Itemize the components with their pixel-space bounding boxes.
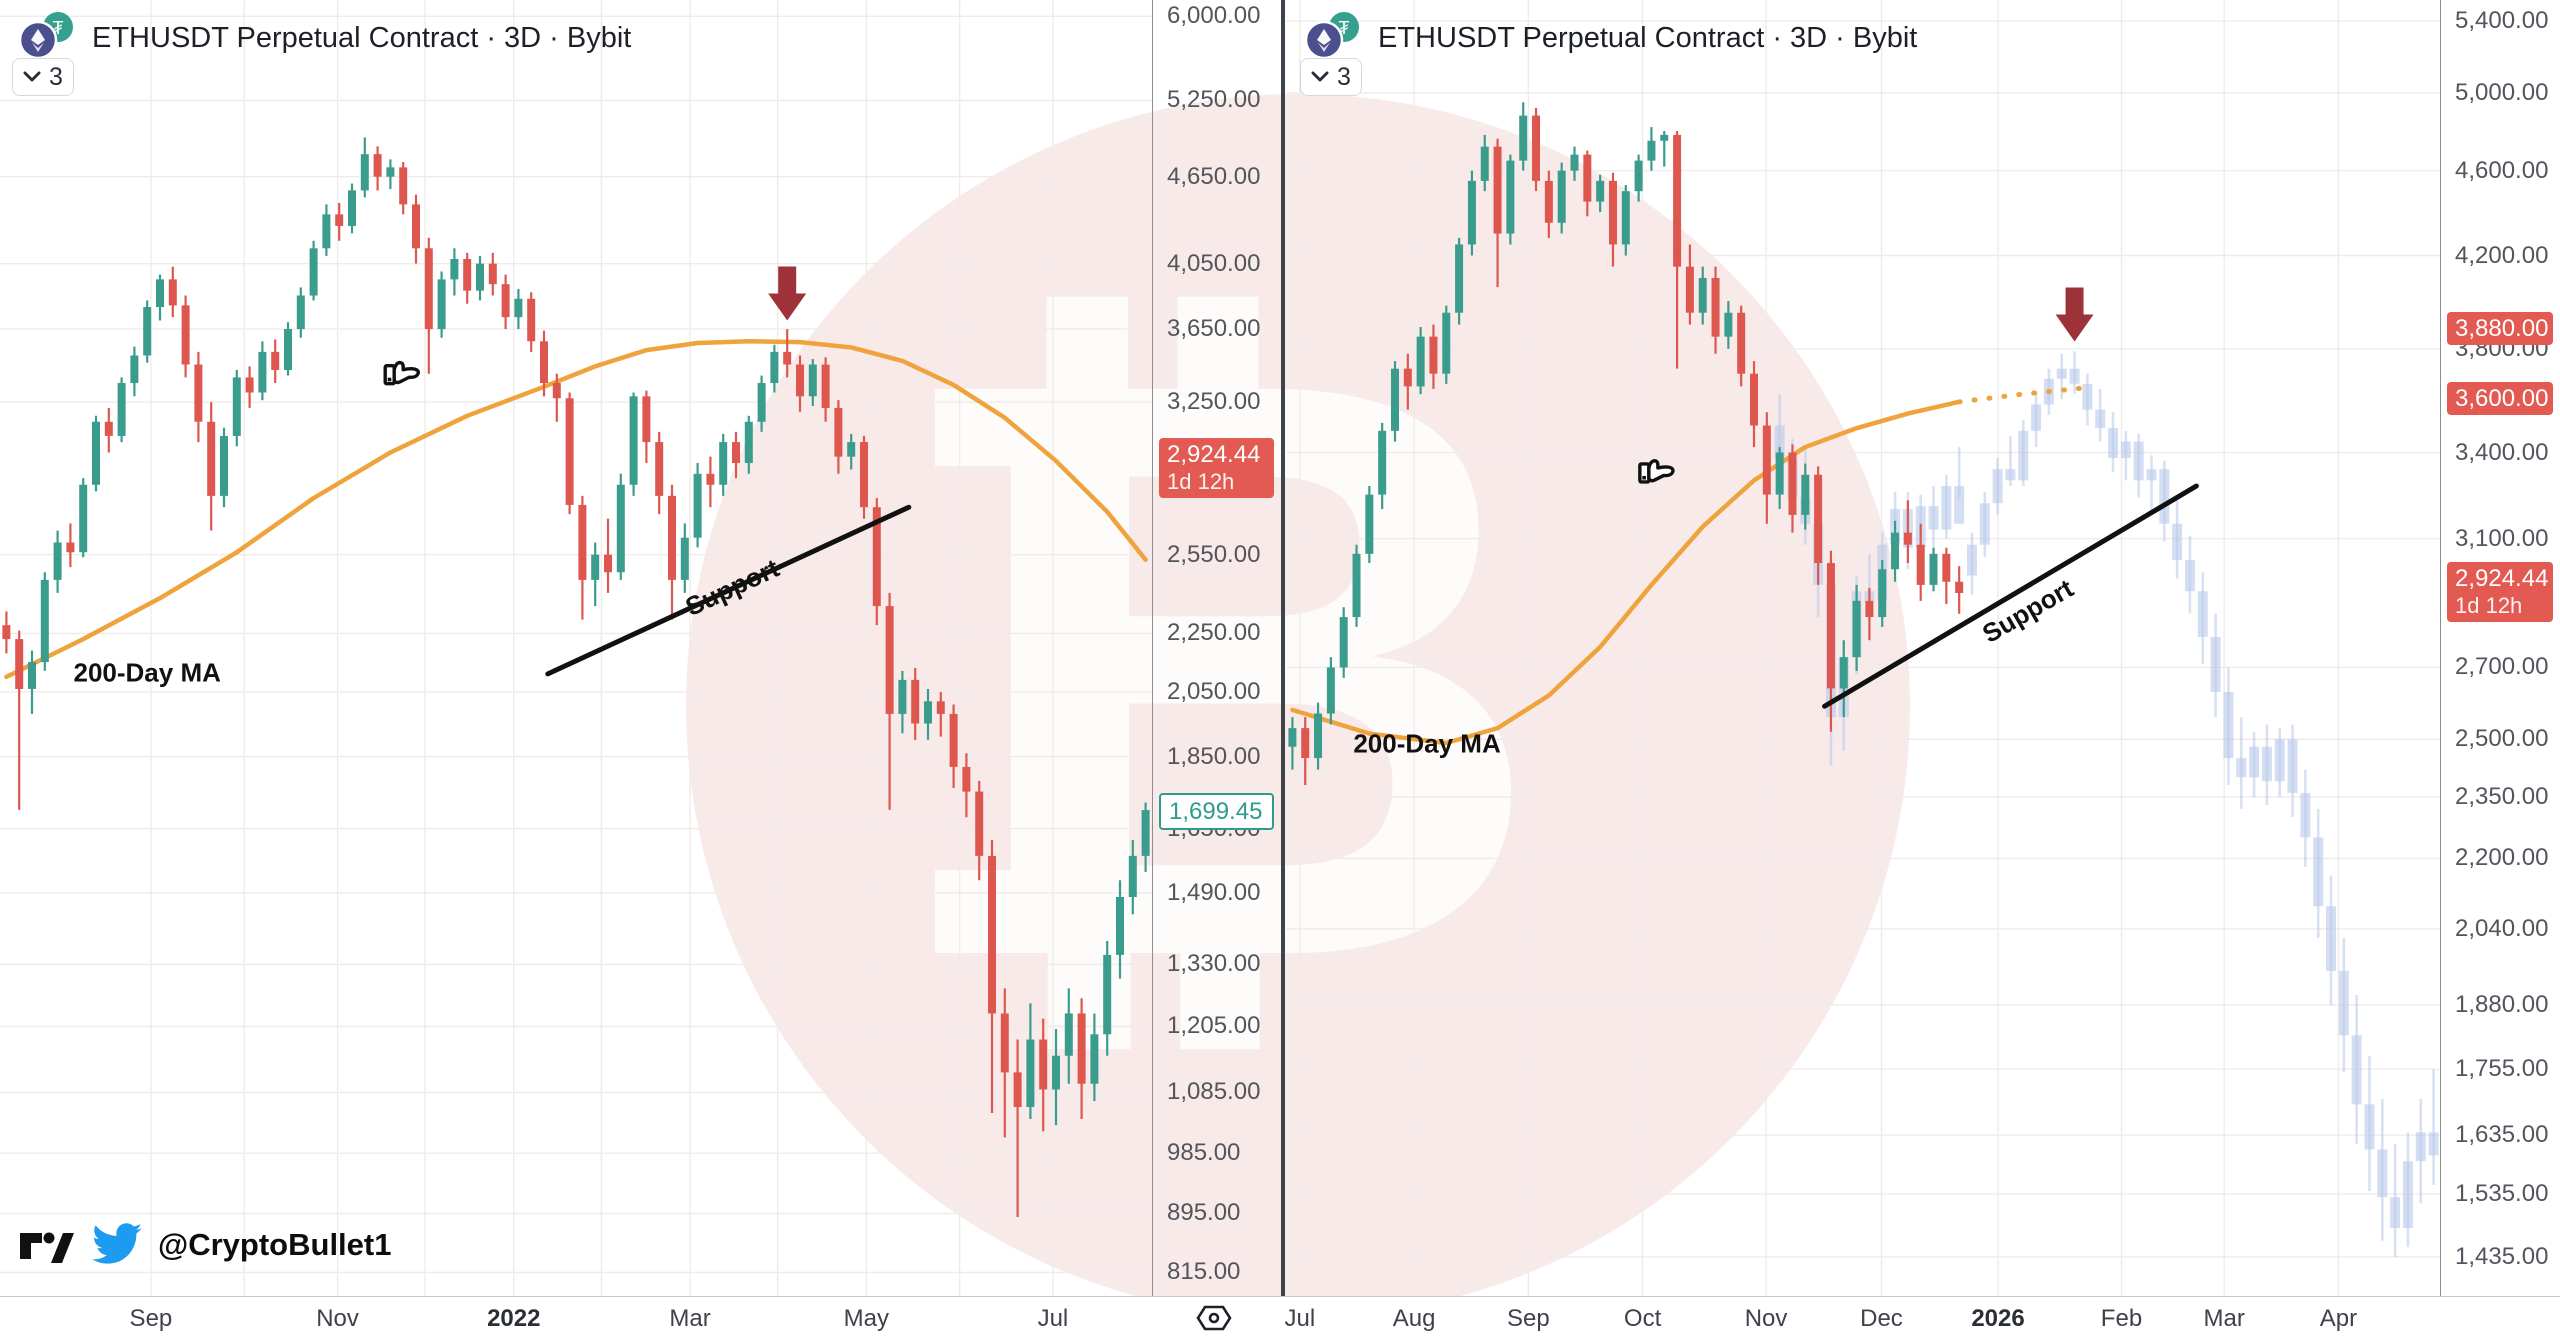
time-tick-label: Jul — [1284, 1305, 1316, 1332]
support-label: Support — [681, 553, 784, 622]
time-tick-label: Sep — [1506, 1305, 1550, 1332]
price-tick-label: 5,000.00 — [2455, 78, 2549, 106]
price-tick-label: 895.00 — [1167, 1199, 1241, 1227]
price-tick-label: 1,880.00 — [2455, 990, 2549, 1018]
svg-text:₮: ₮ — [1339, 18, 1350, 38]
time-tick-label: 2026 — [1971, 1305, 2025, 1332]
price-tick-label: 2,200.00 — [2455, 844, 2549, 872]
left-object-tree-button[interactable]: 3 — [12, 58, 74, 96]
time-tick-label: Dec — [1860, 1305, 1903, 1332]
price-tick-label: 5,250.00 — [1167, 86, 1261, 114]
price-tick-label: 2,700.00 — [2455, 653, 2549, 681]
time-tick-label: Sep — [129, 1305, 173, 1332]
credit-row: @CryptoBullet1 — [18, 1222, 391, 1268]
price-tick-label: 2,050.00 — [1167, 678, 1261, 706]
price-tick-label: 1,490.00 — [1167, 878, 1261, 906]
last-price-badge: 1,699.45 — [1159, 792, 1274, 830]
thumb-icon — [383, 360, 420, 386]
price-tick-label: 1,635.00 — [2455, 1121, 2549, 1149]
price-tick-label: 2,250.00 — [1167, 619, 1261, 647]
left-chart-pane[interactable]: 200-Day MA Support — [0, 0, 1152, 1296]
twitter-bird-icon — [92, 1223, 142, 1264]
time-tick-label: Apr — [2319, 1305, 2358, 1332]
price-tick-label: 4,650.00 — [1167, 162, 1261, 190]
left-price-axis[interactable]: 6,000.00 5,250.00 4,650.00 4,050.00 3,650.00… — [1152, 0, 1282, 1339]
price-tick-label: 2,550.00 — [1167, 540, 1261, 568]
price-tick-label: 6,000.00 — [1167, 2, 1261, 30]
eye-icon[interactable] — [1196, 1303, 1232, 1338]
chart-divider[interactable] — [1281, 0, 1285, 1339]
ma-label: 200-Day MA — [73, 657, 221, 687]
price-tick-label: 2,350.00 — [2455, 782, 2549, 810]
time-tick-label: Mar — [669, 1305, 711, 1332]
price-tick-label: 815.00 — [1167, 1258, 1241, 1286]
time-tick-label: Jul — [1037, 1305, 1069, 1332]
price-tick-label: 4,600.00 — [2455, 156, 2549, 184]
time-tick-label: Feb — [2100, 1305, 2143, 1332]
price-tick-label: 1,085.00 — [1167, 1078, 1261, 1106]
svg-text:₮: ₮ — [53, 18, 64, 38]
price-tick-label: 3,250.00 — [1167, 388, 1261, 416]
price-tick-label: 3,400.00 — [2455, 438, 2549, 466]
price-tick-label: 4,200.00 — [2455, 241, 2549, 269]
right-price-axis[interactable]: 5,400.00 5,000.00 4,600.00 4,200.00 3,800.00… — [2440, 0, 2560, 1339]
time-axis[interactable]: Sep Nov 2022 Mar May Jul Jul Aug Sep Oct Nov Dec 202… — [0, 1296, 2560, 1339]
left-chart-title: ETHUSDT Perpetual Contract · 3D · Bybit — [92, 22, 632, 54]
price-tick-label: 3,100.00 — [2455, 524, 2549, 552]
right-chart-pane[interactable]: 200-Day MA Support — [1286, 0, 2440, 1296]
price-badge-red: 3,880.00 — [2447, 311, 2553, 345]
price-badge-red: 2,924.44 1d 12h — [1159, 437, 1274, 498]
time-tick-label: May — [843, 1305, 889, 1332]
down-arrow-icon — [2055, 287, 2094, 342]
price-badge-red: 3,600.00 — [2447, 381, 2553, 415]
symbol-icon-pair: ₮ — [14, 10, 80, 67]
right-chart-title: ETHUSDT Perpetual Contract · 3D · Bybit — [1378, 22, 1918, 54]
price-tick-label: 1,850.00 — [1167, 742, 1261, 770]
down-arrow-icon — [768, 266, 807, 321]
price-tick-label: 985.00 — [1167, 1139, 1241, 1167]
price-tick-label: 3,650.00 — [1167, 315, 1261, 343]
time-tick-label: 2022 — [487, 1305, 541, 1332]
price-tick-label: 2,500.00 — [2455, 725, 2549, 753]
chevron-down-icon — [1311, 71, 1329, 82]
time-tick-label: Aug — [1392, 1305, 1436, 1332]
thumb-icon — [1638, 459, 1675, 484]
twitter-handle: @CryptoBullet1 — [158, 1227, 392, 1262]
tradingview-logo — [20, 1232, 74, 1263]
price-tick-label: 1,205.00 — [1167, 1012, 1261, 1040]
price-tick-label: 4,050.00 — [1167, 249, 1261, 277]
price-tick-label: 1,330.00 — [1167, 950, 1261, 978]
price-tick-label: 1,435.00 — [2455, 1242, 2549, 1270]
time-tick-label: Nov — [1744, 1305, 1788, 1332]
right-symbol-title: ₮ ETHUSDT Perpetual Contract · 3D · Bybi… — [1300, 10, 1917, 67]
price-tick-label: 1,535.00 — [2455, 1180, 2549, 1208]
price-tick-label: 1,755.00 — [2455, 1055, 2549, 1083]
time-tick-label: Mar — [2203, 1305, 2245, 1332]
price-badge-red: 2,924.44 1d 12h — [2447, 562, 2553, 623]
ma-label: 200-Day MA — [1353, 728, 1501, 758]
time-tick-label: Nov — [316, 1305, 359, 1332]
price-tick-label: 2,040.00 — [2455, 914, 2549, 942]
price-tick-label: 5,400.00 — [2455, 7, 2549, 35]
left-symbol-title: ₮ ETHUSDT Perpetual Contract · 3D · Bybi… — [14, 10, 631, 67]
time-tick-label: Oct — [1623, 1305, 1662, 1332]
chevron-down-icon — [23, 71, 41, 82]
right-object-tree-button[interactable]: 3 — [1300, 58, 1362, 96]
candlestick-plot[interactable]: 200-Day MA Support — [0, 0, 1152, 1296]
